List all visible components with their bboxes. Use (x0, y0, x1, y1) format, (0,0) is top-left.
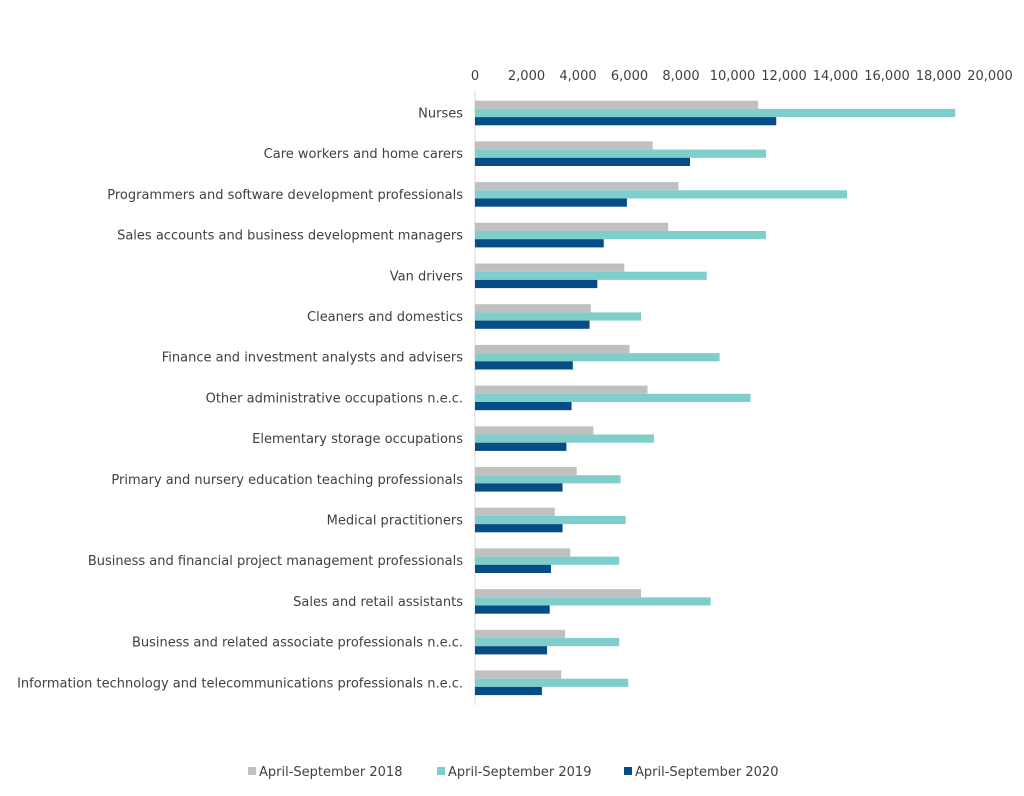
bar (475, 141, 653, 150)
category-label: Nurses (418, 107, 463, 122)
category-label: Information technology and telecommunica… (17, 676, 463, 691)
bar (475, 597, 711, 606)
x-tick-label: 20,000 (967, 69, 1013, 84)
bar (475, 279, 598, 289)
bar (475, 361, 573, 370)
x-tick-label: 8,000 (662, 69, 699, 84)
bar (475, 320, 590, 329)
category-label: Elementary storage occupations (252, 432, 463, 447)
category-label: Sales and retail assistants (293, 595, 463, 610)
bar (475, 108, 956, 118)
bar (475, 670, 562, 679)
category-label: Business and financial project managemen… (88, 554, 463, 569)
bar (475, 402, 572, 411)
x-tick-label: 16,000 (864, 69, 910, 84)
bar (475, 638, 620, 647)
category-label: Programmers and software development pro… (107, 188, 463, 203)
bar (475, 589, 642, 598)
bar (475, 271, 707, 280)
x-tick-label: 2,000 (508, 69, 545, 84)
bar (475, 117, 777, 126)
legend-swatch (437, 767, 445, 775)
category-label: Van drivers (390, 269, 463, 284)
category-label: Business and related associate professio… (132, 636, 463, 651)
x-tick-label: 6,000 (611, 69, 648, 84)
bar (475, 515, 626, 525)
bar (475, 198, 627, 207)
bar (475, 393, 751, 402)
bar (475, 157, 691, 166)
legend-swatch (624, 767, 632, 775)
bar (475, 149, 766, 158)
legend-label: April-September 2020 (635, 765, 778, 780)
bar (475, 475, 621, 484)
bar (475, 564, 551, 573)
bar (475, 556, 620, 565)
bar (475, 353, 720, 362)
category-label: Care workers and home carers (264, 147, 464, 162)
category-label: Primary and nursery education teaching p… (111, 473, 463, 488)
bar (475, 548, 571, 557)
bar (475, 507, 555, 516)
bar (475, 182, 679, 191)
bar (475, 263, 625, 272)
bar (475, 344, 630, 354)
bar (475, 231, 766, 240)
bar (475, 678, 629, 687)
bar (475, 646, 548, 655)
bar (475, 100, 759, 109)
category-label: Finance and investment analysts and advi… (162, 351, 463, 366)
bar (475, 686, 542, 696)
bar (475, 524, 563, 533)
bar (475, 385, 648, 394)
legend-label: April-September 2019 (448, 765, 591, 780)
category-label: Sales accounts and business development … (117, 229, 463, 244)
legend-swatch (248, 767, 256, 775)
bar (475, 222, 669, 231)
x-tick-label: 18,000 (916, 69, 962, 84)
bar (475, 239, 604, 248)
x-tick-label: 12,000 (761, 69, 807, 84)
bar (475, 190, 848, 199)
bar (475, 483, 563, 492)
bar (475, 426, 594, 435)
bar (475, 442, 567, 451)
bar (475, 605, 550, 614)
bar (475, 312, 642, 321)
category-label: Medical practitioners (327, 514, 464, 529)
x-tick-label: 10,000 (710, 69, 756, 84)
x-tick-label: 0 (471, 69, 479, 84)
bar (475, 629, 566, 638)
bar (475, 304, 591, 313)
bar (475, 467, 577, 476)
x-tick-label: 14,000 (813, 69, 859, 84)
x-tick-label: 4,000 (559, 69, 596, 84)
category-label: Cleaners and domestics (307, 310, 463, 325)
legend-label: April-September 2018 (259, 765, 402, 780)
bar (475, 434, 654, 443)
category-label: Other administrative occupations n.e.c. (206, 391, 463, 406)
